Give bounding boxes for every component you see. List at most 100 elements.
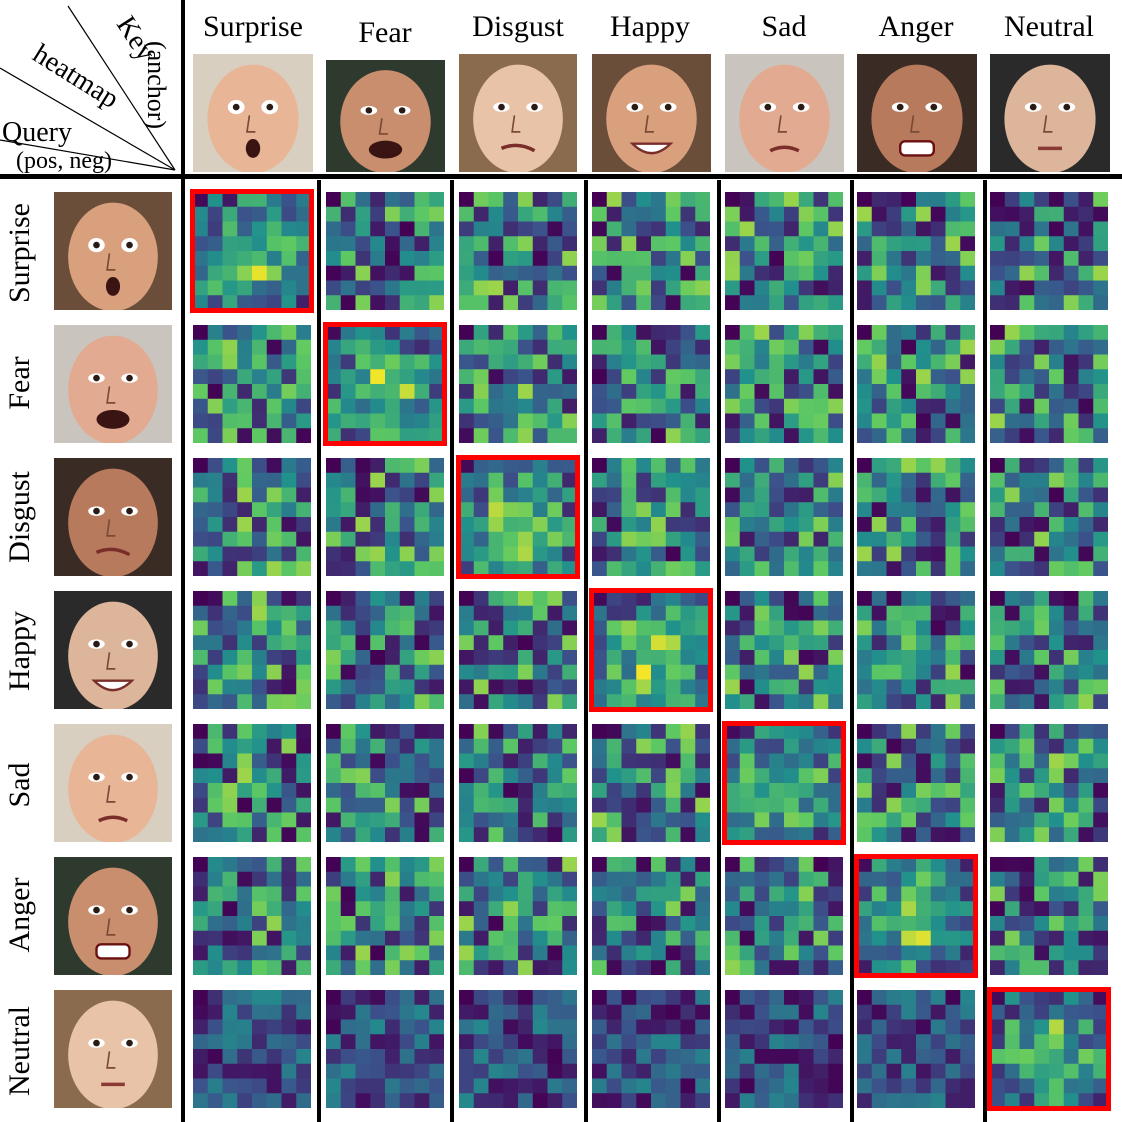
heatmap-cell [886, 605, 902, 622]
heatmap [459, 857, 577, 975]
heatmap-cell [813, 664, 829, 681]
heatmap-cell [207, 280, 224, 296]
heatmap-cell [473, 694, 490, 709]
heatmap-cell [930, 1093, 947, 1108]
heatmap-cell [488, 487, 504, 503]
heatmap-cell [945, 206, 961, 223]
heatmap-cell [326, 960, 342, 975]
heatmap-cell [488, 753, 504, 769]
heatmap-cell [813, 369, 829, 385]
heatmap-cell [606, 679, 623, 695]
heatmap-cell [901, 724, 917, 740]
heatmap-cell [207, 561, 224, 576]
row-label-anger: Anger [3, 877, 36, 953]
heatmap-cell [930, 886, 947, 902]
heatmap-cell [606, 1049, 623, 1065]
heatmap-cell [1019, 1063, 1035, 1080]
heatmap-cell [532, 192, 549, 208]
heatmap-cell [355, 369, 371, 385]
heatmap-cell [930, 369, 947, 385]
heatmap-cell [621, 857, 637, 873]
heatmap-cell [606, 886, 623, 902]
heatmap-cell [990, 1034, 1006, 1050]
heatmap-cell [1004, 960, 1021, 975]
heatmap-cell [813, 1049, 829, 1065]
heatmap-cell [1019, 502, 1035, 518]
heatmap-cell [871, 295, 888, 310]
heatmap-cell [606, 694, 623, 709]
heatmap-cell [222, 1019, 238, 1035]
heatmap-cell [385, 1034, 401, 1050]
heatmap-cell [739, 458, 756, 474]
heatmap-cell [1093, 531, 1108, 548]
heatmap-cell [651, 1093, 667, 1108]
heatmap-cell [1019, 901, 1035, 917]
heatmap-cell [665, 339, 682, 356]
heatmap-cell [813, 413, 829, 429]
heatmap-cell [488, 472, 504, 489]
heatmap-cell [296, 1078, 311, 1094]
heatmap-cell [886, 1034, 902, 1050]
heatmap-cell [960, 886, 975, 902]
heatmap-cell [784, 960, 800, 975]
heatmap-cell [355, 1063, 371, 1080]
heatmap-cell [621, 206, 637, 223]
heatmap-cell [1093, 664, 1108, 681]
heatmap-cell [784, 664, 800, 681]
heatmap-cell [1063, 251, 1080, 267]
heatmap-cell [695, 354, 710, 370]
heatmap-cell [857, 325, 873, 341]
heatmap-cell [370, 724, 386, 740]
heatmap [326, 458, 444, 576]
heatmap-cell [281, 487, 297, 503]
heatmap-cell [1019, 783, 1035, 799]
column-header-anger: Anger [878, 10, 954, 43]
heatmap-cell [695, 295, 710, 310]
heatmap-cell [945, 871, 961, 888]
heatmap-cell [518, 502, 534, 518]
heatmap-cell [326, 1093, 342, 1108]
heatmap-cell [754, 487, 770, 503]
heatmap-cell [621, 325, 637, 341]
heatmap-cell [459, 354, 475, 370]
heatmap-cell [695, 428, 710, 443]
heatmap-cell [326, 916, 342, 932]
heatmap-cell [1049, 827, 1065, 842]
heatmap-cell [784, 458, 800, 474]
heatmap-cell [385, 265, 401, 282]
heatmap-cell [1063, 930, 1080, 947]
heatmap-cell [680, 753, 696, 769]
heatmap-cell [680, 1049, 696, 1065]
heatmap-cell [237, 413, 253, 429]
heatmap-cell [473, 768, 490, 784]
heatmap-cell [399, 1049, 416, 1065]
heatmap-cell [725, 990, 741, 1006]
heatmap-cell [930, 797, 947, 814]
heatmap-cell [1078, 458, 1094, 474]
heatmap-cell [473, 930, 490, 947]
heatmap-cell [547, 236, 563, 252]
face-mouth [769, 145, 800, 153]
face-skin [68, 202, 158, 310]
heatmap-cell [532, 664, 549, 681]
heatmap-cell [222, 546, 238, 562]
heatmap-cell [739, 1078, 756, 1094]
heatmap-cell [207, 620, 224, 636]
heatmap-cell [429, 1034, 444, 1050]
heatmap-cell [340, 930, 357, 947]
heatmap-cell [532, 428, 549, 443]
heatmap-cell [990, 901, 1006, 917]
heatmap-cell [784, 1019, 800, 1035]
heatmap-cell [385, 339, 401, 356]
heatmap-cell [326, 1034, 342, 1050]
heatmap-cell [370, 398, 386, 415]
heatmap-cell [798, 960, 815, 975]
heatmap-cell [665, 871, 682, 888]
heatmap-cell [665, 206, 682, 223]
heatmap-cell [266, 236, 283, 252]
heatmap-cell [1093, 783, 1108, 799]
heatmap-cell [813, 650, 829, 666]
heatmap-cell [532, 916, 549, 932]
heatmap-cell [222, 901, 238, 917]
heatmap-cell [429, 753, 444, 769]
